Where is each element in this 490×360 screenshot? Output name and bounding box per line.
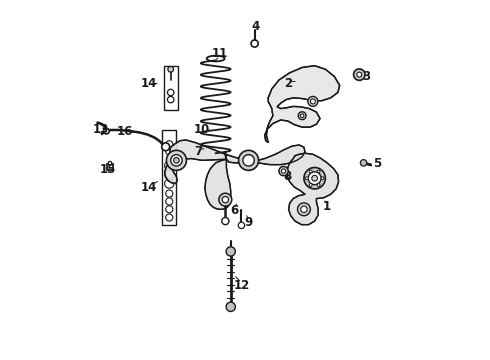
Circle shape <box>308 172 321 185</box>
Circle shape <box>166 190 173 197</box>
Circle shape <box>298 112 306 120</box>
Text: 15: 15 <box>99 163 116 176</box>
Circle shape <box>321 177 324 180</box>
Circle shape <box>222 197 228 203</box>
Circle shape <box>168 89 174 96</box>
Text: 13: 13 <box>92 123 108 136</box>
Circle shape <box>108 161 112 165</box>
Circle shape <box>308 96 318 107</box>
Circle shape <box>281 169 286 173</box>
Circle shape <box>222 217 229 225</box>
Text: 16: 16 <box>117 125 133 138</box>
Circle shape <box>168 96 174 103</box>
Circle shape <box>166 148 173 155</box>
Circle shape <box>360 159 367 166</box>
Circle shape <box>166 206 173 213</box>
Circle shape <box>173 157 179 163</box>
Circle shape <box>354 69 365 80</box>
Circle shape <box>226 247 235 256</box>
Circle shape <box>279 166 288 176</box>
Text: 7: 7 <box>195 145 203 158</box>
Circle shape <box>166 214 173 221</box>
Text: 8: 8 <box>284 170 292 183</box>
Circle shape <box>168 66 173 72</box>
Circle shape <box>317 184 320 186</box>
Circle shape <box>309 170 312 173</box>
Circle shape <box>166 198 173 205</box>
Bar <box>164 66 178 111</box>
Text: 5: 5 <box>373 157 381 170</box>
Text: 9: 9 <box>245 216 253 229</box>
Circle shape <box>219 193 232 206</box>
Circle shape <box>251 40 258 47</box>
Circle shape <box>300 114 304 117</box>
Circle shape <box>167 150 186 170</box>
Circle shape <box>357 72 362 77</box>
Bar <box>162 130 176 225</box>
Circle shape <box>162 143 170 151</box>
Circle shape <box>243 155 254 166</box>
Circle shape <box>310 99 316 104</box>
Circle shape <box>305 177 308 180</box>
Circle shape <box>165 170 174 179</box>
Polygon shape <box>265 66 340 143</box>
Text: 14: 14 <box>140 181 157 194</box>
Text: 14: 14 <box>140 77 157 90</box>
Circle shape <box>167 157 171 161</box>
Text: 2: 2 <box>284 77 292 90</box>
Circle shape <box>301 206 307 212</box>
Text: 10: 10 <box>194 123 210 136</box>
Circle shape <box>304 167 325 189</box>
Text: 1: 1 <box>323 200 331 213</box>
Text: 6: 6 <box>230 204 239 217</box>
Circle shape <box>312 175 318 181</box>
Circle shape <box>239 150 259 170</box>
Circle shape <box>226 302 235 311</box>
Text: 4: 4 <box>251 20 260 33</box>
Circle shape <box>171 155 182 166</box>
Polygon shape <box>287 153 339 225</box>
Circle shape <box>309 184 312 186</box>
Circle shape <box>297 203 310 216</box>
Circle shape <box>166 141 173 148</box>
Circle shape <box>317 170 320 173</box>
Circle shape <box>165 179 174 188</box>
Polygon shape <box>165 140 305 209</box>
Text: 3: 3 <box>363 70 370 83</box>
Circle shape <box>103 128 109 134</box>
Circle shape <box>165 161 174 170</box>
Text: 11: 11 <box>212 47 228 60</box>
Text: 12: 12 <box>233 279 249 292</box>
Circle shape <box>238 222 245 229</box>
